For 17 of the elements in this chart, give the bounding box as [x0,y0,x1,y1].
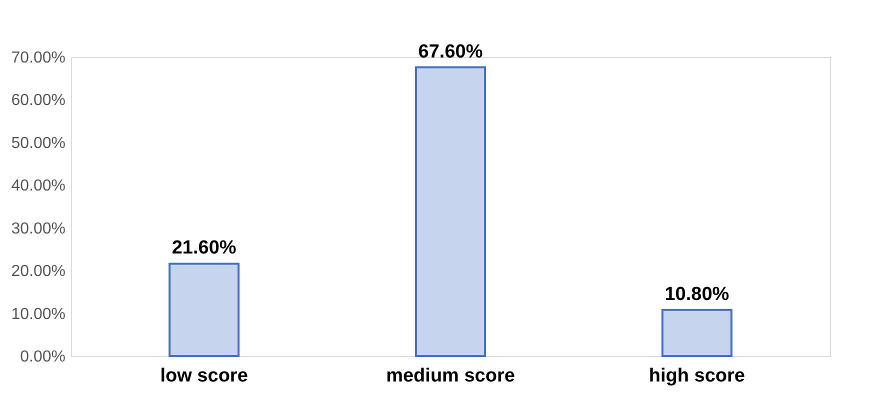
bar [415,66,486,357]
y-tick-label: 40.00% [11,178,66,195]
y-tick-label: 50.00% [11,134,66,152]
y-tick-label: 0.00% [20,348,66,366]
data-label: 21.60% [172,238,236,259]
y-tick-label: 10.00% [11,306,66,323]
data-label: 10.80% [664,284,730,305]
x-tick-label: medium score [386,366,515,386]
bar [168,262,240,357]
y-tick-label: 70.00% [11,50,66,66]
x-tick-label: high score [648,366,745,386]
y-tick-label: 20.00% [11,263,66,280]
bar [661,308,732,357]
x-tick-label: low score [160,366,248,386]
data-label: 67.60% [418,41,483,62]
y-tick-label: 60.00% [11,92,66,110]
y-tick-label: 30.00% [11,220,66,238]
